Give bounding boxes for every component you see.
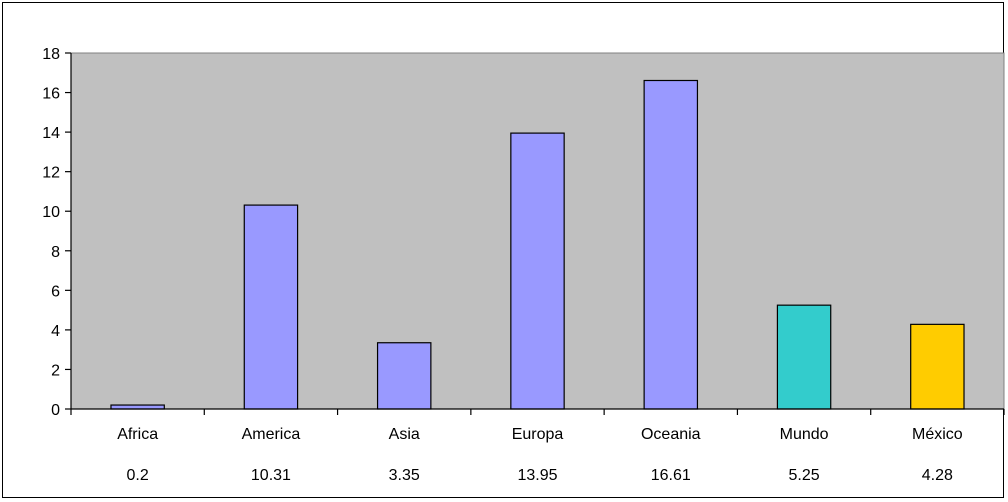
bar-asia xyxy=(376,342,432,410)
bars xyxy=(110,79,965,410)
value-label: 3.35 xyxy=(389,467,420,484)
y-tick-label: 18 xyxy=(42,46,60,63)
y-tick-label: 16 xyxy=(42,86,60,103)
x-category-label: México xyxy=(912,426,963,443)
category-labels: Africa America Asia Europa Oceania Mundo Méxic… xyxy=(117,426,963,443)
value-label: 0.2 xyxy=(127,467,149,484)
x-category-label: Mundo xyxy=(780,426,829,443)
bar-mundo xyxy=(776,304,832,410)
y-tick-label: 4 xyxy=(51,323,60,340)
bar-oceania xyxy=(643,79,699,410)
bar-europa xyxy=(510,132,565,410)
y-tick-label: 0 xyxy=(51,402,60,419)
y-tick-label: 2 xyxy=(51,362,60,379)
value-labels: 0.2 10.31 3.35 13.95 16.61 5.25 4.28 xyxy=(127,467,954,484)
y-axis: 0 2 4 6 8 10 12 14 16 18 xyxy=(42,46,72,419)
value-label: 5.25 xyxy=(789,467,820,484)
x-category-label: America xyxy=(242,426,301,443)
x-category-label: Asia xyxy=(389,426,420,443)
x-category-label: Africa xyxy=(117,426,158,443)
y-tick-label: 14 xyxy=(42,125,60,142)
x-axis xyxy=(70,408,1005,415)
bar-méxico xyxy=(910,323,965,410)
bar-america xyxy=(243,204,299,410)
y-tick-label: 8 xyxy=(51,244,60,261)
value-label: 16.61 xyxy=(651,467,691,484)
x-category-label: Europa xyxy=(512,426,564,443)
y-tick-label: 6 xyxy=(51,283,60,300)
value-label: 13.95 xyxy=(517,467,557,484)
value-label: 4.28 xyxy=(922,467,953,484)
value-label: 10.31 xyxy=(251,467,291,484)
x-category-label: Oceania xyxy=(641,426,701,443)
y-tick-label: 12 xyxy=(42,165,60,182)
y-tick-label: 10 xyxy=(42,204,60,221)
